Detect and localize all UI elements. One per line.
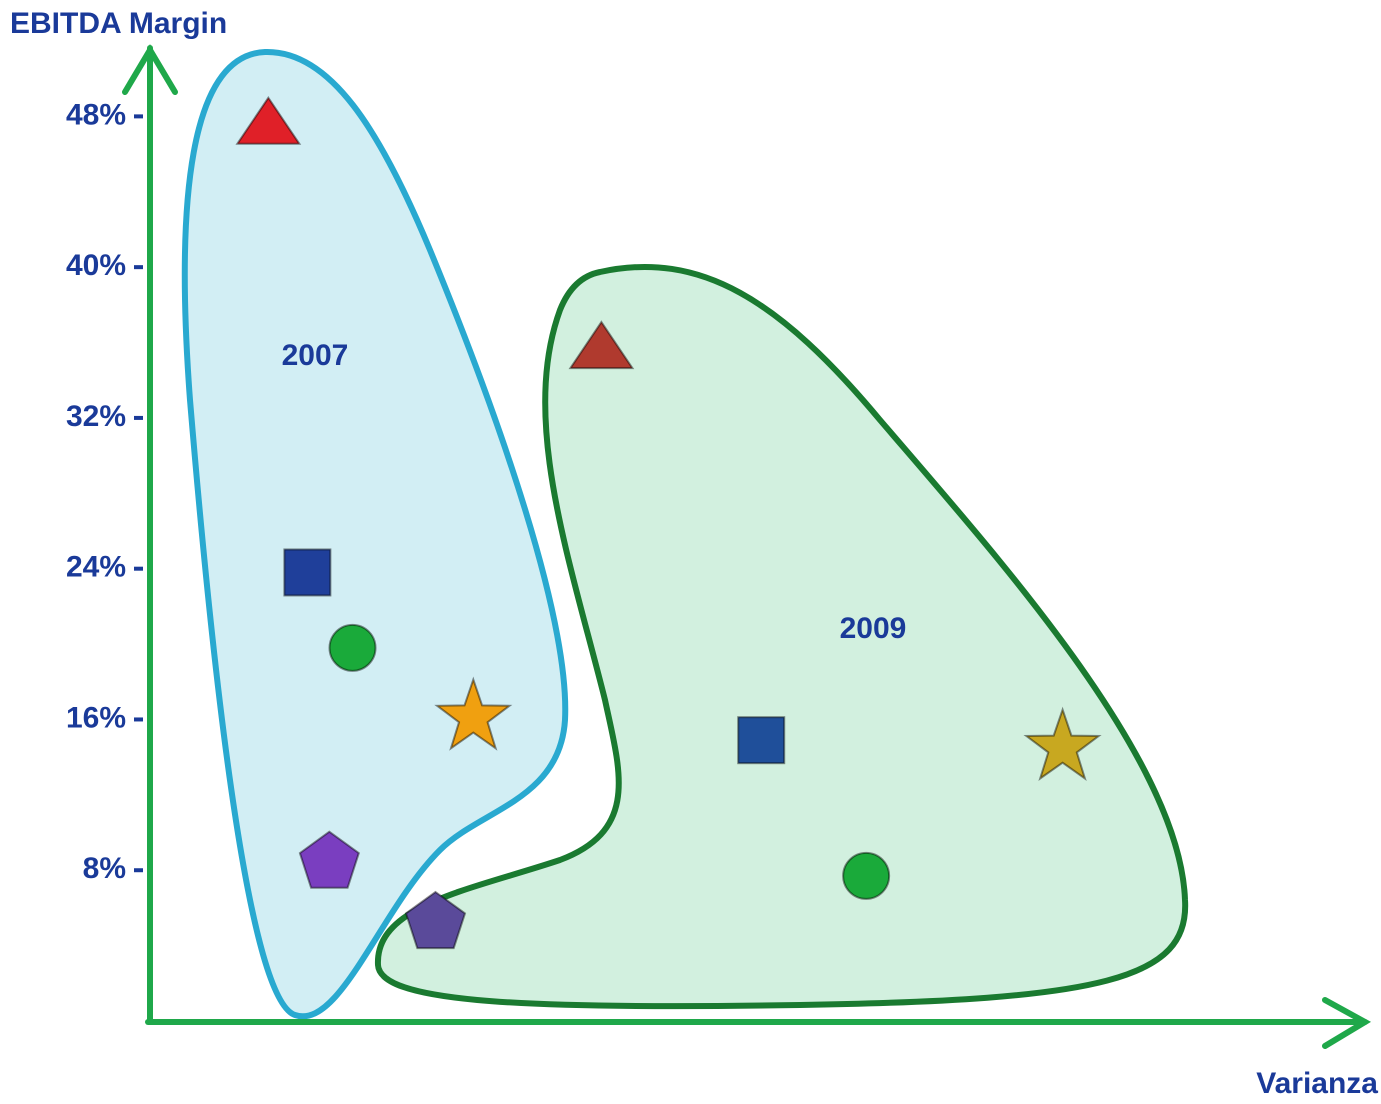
region-2009	[374, 263, 1189, 1010]
marker-pentagon	[404, 890, 467, 950]
marker-circle	[842, 851, 891, 900]
y-tick-label: 8%	[83, 852, 126, 885]
axes	[122, 44, 1372, 1049]
y-tick-label: 16%	[66, 701, 126, 734]
series-label: 2009	[840, 612, 907, 645]
marker-star	[434, 676, 513, 751]
marker-pentagon	[298, 830, 360, 889]
y-tick-label: 48%	[66, 98, 126, 131]
region-2007	[181, 48, 569, 1020]
marker-circle	[328, 623, 377, 672]
marker-star	[1023, 706, 1102, 782]
chart-title: EBITDA Margin	[10, 7, 227, 40]
y-tick-label: 40%	[66, 249, 126, 282]
y-tick-label: 32%	[66, 400, 126, 433]
marker-triangle	[235, 96, 302, 145]
marker-triangle	[568, 320, 635, 370]
marker-square	[737, 716, 786, 765]
marker-square	[283, 548, 332, 597]
series-label: 2007	[282, 339, 349, 372]
x-axis-label: Varianza	[1256, 1067, 1378, 1100]
y-tick-label: 24%	[66, 551, 126, 584]
